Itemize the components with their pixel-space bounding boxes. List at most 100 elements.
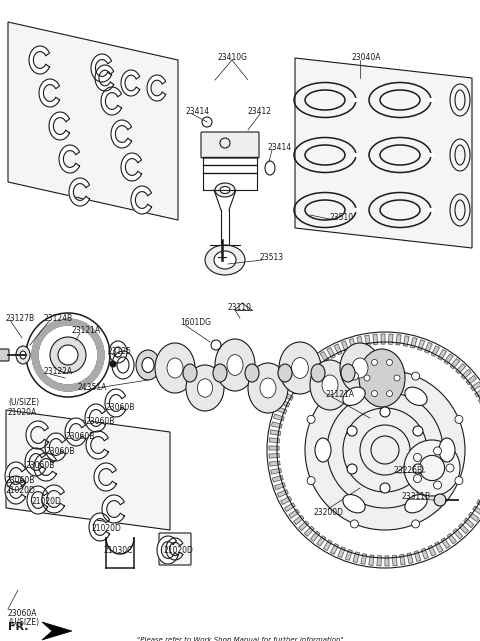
Circle shape [380,483,390,493]
Ellipse shape [279,342,321,394]
Circle shape [380,407,390,417]
Text: 23122A: 23122A [44,367,73,376]
Text: 21121A: 21121A [326,390,355,399]
Polygon shape [296,372,306,382]
Circle shape [307,477,315,485]
Ellipse shape [155,343,195,393]
Text: 23121A: 23121A [72,326,101,335]
Text: 21020D: 21020D [32,497,62,506]
Polygon shape [289,509,299,518]
Polygon shape [269,446,279,450]
Polygon shape [353,552,360,563]
Polygon shape [272,422,282,428]
Polygon shape [432,345,440,356]
Ellipse shape [310,360,350,410]
Polygon shape [377,556,381,566]
Polygon shape [131,186,152,214]
Polygon shape [25,448,46,476]
Ellipse shape [220,187,230,194]
Circle shape [434,494,446,506]
Polygon shape [453,529,463,539]
Polygon shape [121,70,140,96]
Ellipse shape [405,387,427,406]
Text: 23060B: 23060B [106,403,135,412]
Polygon shape [279,399,290,407]
Polygon shape [270,461,280,466]
Polygon shape [411,337,417,348]
Polygon shape [39,79,60,107]
Text: 23110: 23110 [228,303,252,312]
Polygon shape [59,145,80,173]
Text: 23412: 23412 [248,107,272,116]
Polygon shape [385,556,389,566]
Circle shape [372,390,377,397]
Polygon shape [45,433,66,461]
Circle shape [404,440,460,496]
Polygon shape [456,364,466,374]
FancyBboxPatch shape [0,349,9,361]
Polygon shape [121,153,142,181]
Polygon shape [95,65,114,91]
Text: FR.: FR. [8,622,28,632]
Ellipse shape [227,354,243,376]
Polygon shape [389,334,393,344]
Ellipse shape [136,350,160,380]
Text: 23125: 23125 [108,347,132,356]
Polygon shape [324,540,332,551]
Polygon shape [475,388,480,397]
Circle shape [413,464,423,474]
Circle shape [446,464,454,472]
Polygon shape [400,554,405,565]
Circle shape [347,464,357,474]
Polygon shape [357,337,363,347]
Polygon shape [438,349,446,360]
Text: 23414: 23414 [267,143,291,152]
Polygon shape [157,536,179,564]
Polygon shape [271,469,281,474]
Polygon shape [269,438,279,442]
Polygon shape [307,361,317,371]
Polygon shape [5,476,25,504]
Polygon shape [320,352,329,362]
Polygon shape [381,334,385,344]
Ellipse shape [340,343,380,393]
Text: 23311B: 23311B [402,492,431,501]
Circle shape [455,477,463,485]
Polygon shape [331,544,338,554]
Polygon shape [365,335,370,345]
Ellipse shape [16,346,30,364]
Ellipse shape [213,364,227,382]
Ellipse shape [352,358,368,378]
Text: 21030C: 21030C [104,546,133,555]
Polygon shape [458,524,468,533]
Polygon shape [313,356,323,367]
Ellipse shape [343,494,365,513]
Polygon shape [27,486,48,514]
Text: 23060B: 23060B [86,417,115,426]
Polygon shape [461,369,471,379]
Polygon shape [105,389,126,417]
Circle shape [413,426,423,436]
Polygon shape [471,382,480,391]
Text: 1601DG: 1601DG [180,318,211,327]
Text: 21020D: 21020D [163,546,193,555]
Polygon shape [275,483,286,490]
Ellipse shape [248,363,288,413]
Polygon shape [435,542,443,553]
Text: "Please refer to Work Shop Manual for further information": "Please refer to Work Shop Manual for fu… [137,637,343,641]
Polygon shape [392,555,397,566]
Polygon shape [345,549,352,560]
Circle shape [413,474,421,483]
Polygon shape [421,548,429,559]
Text: 23513: 23513 [259,253,283,262]
Text: 23510: 23510 [330,213,354,222]
FancyBboxPatch shape [159,533,191,565]
Polygon shape [5,462,25,490]
Polygon shape [317,536,326,546]
Polygon shape [166,538,183,560]
Ellipse shape [215,339,255,391]
Ellipse shape [278,364,292,382]
Ellipse shape [183,364,197,382]
Polygon shape [299,521,309,531]
Polygon shape [32,319,104,391]
